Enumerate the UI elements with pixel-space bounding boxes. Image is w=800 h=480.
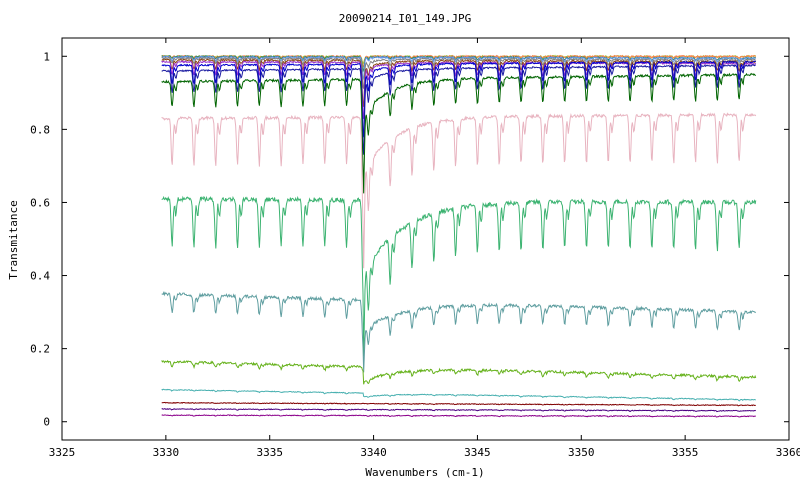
series-line-18 (161, 414, 756, 418)
series-line-16 (161, 401, 756, 407)
chart-title: 20090214_I01_149.JPG (339, 12, 471, 25)
series-line-9 (161, 63, 757, 155)
series-line-15 (161, 388, 757, 402)
y-axis-ticks: 0 0.2 0.4 0.6 0.8 1 (30, 50, 789, 429)
y-tick-label: 1 (43, 50, 50, 63)
series-line-2 (161, 54, 757, 69)
y-tick-label: 0.2 (30, 343, 50, 356)
x-axis-ticks: 3325 3330 3335 3340 3345 3350 3355 3360 (49, 38, 800, 459)
series-line-12 (161, 195, 757, 357)
series-line-17 (161, 407, 757, 413)
series-line-4 (161, 55, 756, 82)
y-tick-label: 0.6 (30, 196, 50, 209)
series-line-11 (161, 112, 757, 269)
series-layer (161, 54, 757, 418)
x-tick-label: 3340 (360, 446, 387, 459)
series-line-13 (161, 291, 757, 373)
plot-frame (61, 37, 790, 441)
y-axis-label: Transmitance (7, 200, 20, 279)
x-tick-label: 3335 (256, 446, 283, 459)
x-tick-label: 3345 (464, 446, 491, 459)
y-tick-label: 0.8 (30, 123, 50, 136)
series-line-5 (161, 56, 757, 89)
y-tick-label: 0 (43, 416, 50, 429)
y-tick-label: 0.4 (30, 270, 50, 283)
x-axis-label: Wavenumbers (cm-1) (365, 466, 484, 479)
x-tick-label: 3360 (776, 446, 800, 459)
series-line-14 (161, 359, 757, 385)
series-line-10 (161, 72, 756, 194)
series-line-6 (161, 58, 757, 107)
x-tick-label: 3355 (672, 446, 699, 459)
x-tick-label: 3350 (568, 446, 595, 459)
series-line-8 (161, 60, 756, 138)
x-tick-label: 3325 (49, 446, 76, 459)
x-tick-label: 3330 (153, 446, 180, 459)
